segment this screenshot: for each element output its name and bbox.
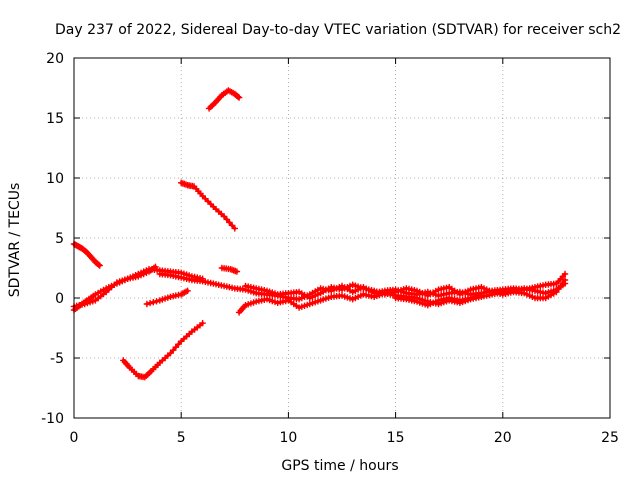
data-marks: [70, 87, 569, 381]
y-tick-label: 20: [46, 51, 64, 67]
data-point: [231, 225, 238, 232]
x-axis-label: GPS time / hours: [281, 458, 398, 474]
data-point: [235, 94, 243, 101]
data-point: [478, 292, 485, 299]
data-point: [96, 262, 103, 269]
data-point: [184, 287, 191, 294]
plot-frame: [73, 57, 611, 419]
data-point: [146, 299, 154, 307]
series-arc-5: [143, 287, 191, 308]
data-point: [95, 261, 102, 268]
x-tick-label: 10: [279, 430, 297, 446]
data-point: [153, 298, 160, 305]
x-tick-label: 25: [601, 430, 619, 446]
series-arc-4: [120, 320, 206, 381]
y-tick-label: 15: [46, 111, 64, 127]
data-point: [143, 300, 151, 308]
y-tick-label: 5: [55, 231, 64, 247]
series-arc-7: [205, 87, 243, 112]
y-tick-label: -5: [50, 351, 64, 367]
y-tick-label: 0: [55, 291, 64, 307]
data-point: [561, 276, 569, 284]
series-arc-8: [218, 264, 241, 275]
data-point: [233, 268, 241, 275]
x-tick-label: 15: [387, 430, 405, 446]
x-tick-label: 0: [70, 430, 79, 446]
series-arc-3: [70, 263, 159, 310]
y-tick-label: -10: [41, 411, 64, 427]
data-point: [150, 299, 157, 306]
series-arc-11: [242, 276, 569, 302]
grid: [74, 58, 610, 418]
series-arc-6: [178, 179, 238, 232]
data-point: [234, 93, 242, 100]
chart-title: Day 237 of 2022, Sidereal Day-to-day VTE…: [55, 22, 621, 38]
series-arc-1: [70, 240, 103, 269]
series-arc-12: [392, 292, 485, 309]
x-tick-label: 5: [177, 430, 186, 446]
data-point: [152, 263, 159, 270]
axis-ticks: 0 5 10 15 20 25 -10 -5 0 5 10 15 20: [41, 51, 619, 446]
y-tick-label: 10: [46, 171, 64, 187]
data-point: [561, 270, 569, 278]
y-axis-label: SDTVAR / TECUs: [7, 183, 23, 298]
x-tick-label: 20: [494, 430, 512, 446]
data-point: [199, 320, 206, 327]
